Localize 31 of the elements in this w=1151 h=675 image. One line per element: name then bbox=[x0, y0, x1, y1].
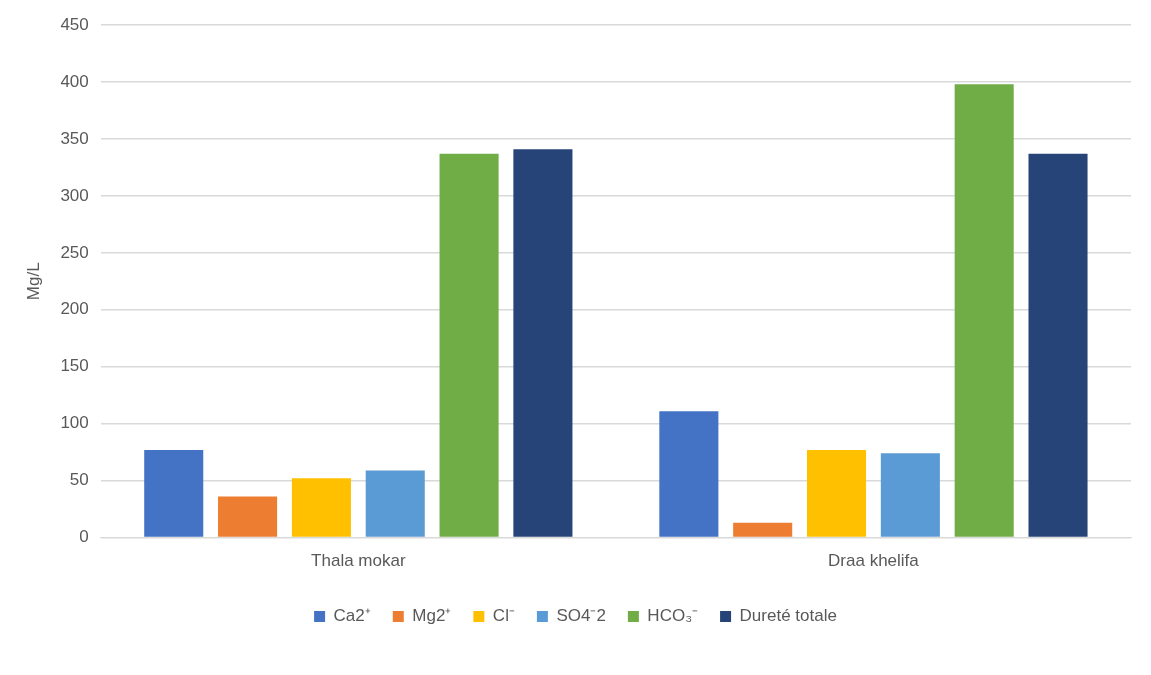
bar bbox=[513, 149, 573, 537]
legend-label: Dureté totale bbox=[739, 606, 837, 626]
bar bbox=[806, 449, 867, 537]
legend-label: Mg2⁺ bbox=[412, 606, 452, 626]
y-tick-label: 0 bbox=[79, 527, 89, 547]
y-tick-label: 50 bbox=[69, 470, 89, 490]
bar bbox=[733, 522, 793, 537]
bar bbox=[439, 153, 499, 537]
y-tick-label: 250 bbox=[60, 242, 89, 262]
y-tick-label: 300 bbox=[60, 185, 89, 205]
y-tick-label: 150 bbox=[60, 356, 89, 376]
legend-label: HCO₃⁻ bbox=[647, 606, 699, 626]
legend-label: SO4⁻2 bbox=[556, 606, 606, 626]
bar bbox=[659, 411, 719, 537]
bar bbox=[291, 478, 351, 537]
y-axis-title: Mg/L bbox=[23, 262, 43, 301]
legend-label: Ca2⁺ bbox=[333, 606, 371, 626]
legend-label: Cl⁻ bbox=[492, 606, 515, 626]
y-tick-label: 100 bbox=[60, 413, 89, 433]
y-tick-label: 400 bbox=[60, 71, 89, 91]
bar bbox=[144, 449, 204, 537]
x-tick-label: Draa khelifa bbox=[828, 551, 920, 571]
bar bbox=[880, 453, 940, 537]
bar bbox=[954, 84, 1014, 537]
x-tick-label: Thala mokar bbox=[311, 551, 406, 571]
bar bbox=[218, 496, 278, 537]
y-tick-label: 450 bbox=[60, 14, 89, 34]
y-tick-label: 200 bbox=[60, 299, 89, 319]
bar bbox=[365, 470, 425, 537]
bar bbox=[1028, 153, 1088, 537]
y-tick-label: 350 bbox=[60, 128, 89, 148]
